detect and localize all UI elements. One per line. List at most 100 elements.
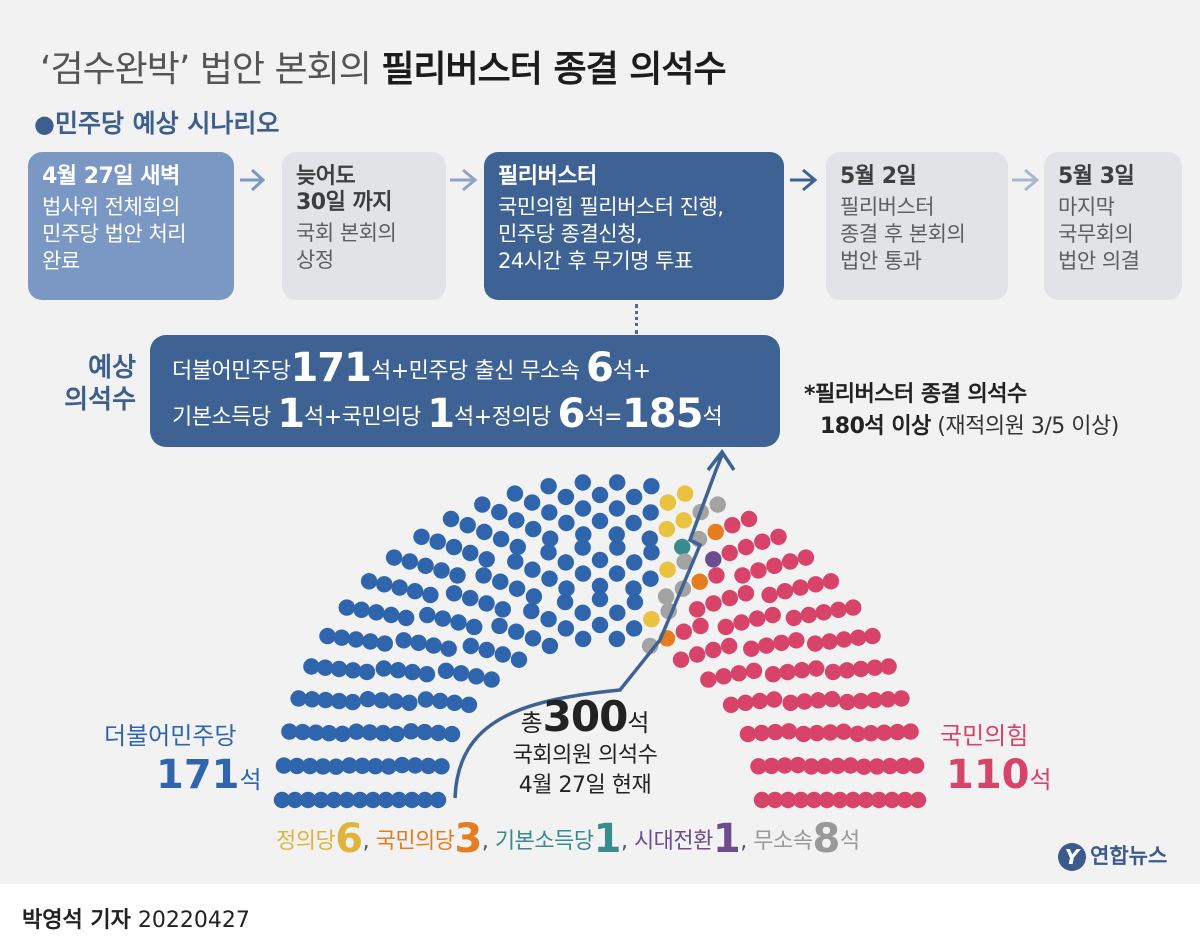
seat-dot: [558, 514, 575, 532]
seat-dot: [540, 478, 557, 495]
seat-dot: [376, 635, 393, 652]
seat-dot: [625, 620, 643, 637]
seat-dot: [894, 757, 912, 775]
seat-dot: [750, 758, 767, 775]
seat-dot: [839, 693, 856, 711]
seat-dot: [403, 791, 421, 809]
seat-dot: [417, 691, 435, 708]
eq-number: 1: [427, 391, 455, 437]
seat-dot: [765, 691, 783, 708]
seat-dot: [462, 544, 479, 562]
parliament-chart: [273, 449, 927, 809]
seat-dot: [659, 494, 677, 511]
seat-dot: [763, 757, 780, 775]
seat-dot: [700, 671, 717, 688]
seat-dot: [816, 758, 833, 775]
seat-dot: [433, 562, 450, 579]
seat-dot: [462, 637, 479, 655]
seat-dot: [460, 696, 478, 713]
seat-dot: [347, 631, 365, 648]
seat-dot: [800, 606, 817, 624]
seat-dot: [524, 561, 541, 578]
seat-dot: [625, 580, 642, 597]
dotted-connector: [635, 304, 638, 334]
seat-dot: [889, 723, 906, 741]
seat-dot: [805, 791, 823, 809]
seat-dot: [608, 565, 626, 582]
threshold-detail: 180석 이상 (재적의원 3/5 이상): [820, 408, 1119, 440]
seat-dot: [797, 549, 815, 566]
seat-dot: [492, 573, 509, 590]
seat-dot: [508, 512, 525, 529]
legend-sep: ,: [620, 829, 634, 854]
seat-dot: [574, 500, 592, 517]
seat-dot: [643, 611, 660, 628]
total-date: 4월 27일 현재: [518, 773, 652, 798]
seat-dot: [792, 791, 810, 809]
seat-dot: [574, 630, 592, 648]
eq-text: 기본소득당: [172, 405, 271, 430]
seat-number: 171: [156, 752, 240, 798]
seat-dot: [782, 694, 799, 711]
seat-number: 110: [946, 752, 1030, 798]
step-heading: 필리버스터: [498, 164, 597, 189]
step-body: 국회 본회의 상정: [296, 221, 397, 272]
seat-dot: [299, 791, 317, 809]
seat-dot: [609, 604, 626, 621]
threshold-note: *필리버스터 종결 의석수: [804, 382, 1027, 407]
seat-dot: [864, 627, 881, 645]
seat-dot: [393, 756, 411, 774]
seat-dot: [474, 496, 491, 513]
seat-dot: [523, 602, 540, 620]
seat-dot: [779, 791, 797, 809]
seat-dot: [773, 634, 790, 651]
legend-party: 시대전환: [633, 829, 713, 854]
seat-dot: [373, 692, 390, 709]
seat-dot: [815, 604, 832, 621]
seat-dot: [440, 640, 457, 657]
seat-dot: [591, 512, 609, 530]
seat-dot: [862, 725, 880, 742]
seat-dot: [410, 634, 427, 651]
seat-dot: [376, 576, 393, 593]
seat-dot: [758, 637, 775, 654]
seat-dot: [880, 658, 897, 675]
arrow-right-icon: [450, 168, 478, 192]
seat-dot: [807, 635, 824, 652]
estimate-line-2: 기본소득당 1석+국민의당 1석+정의당 6석=185석: [172, 391, 758, 437]
seat-dot: [810, 692, 827, 709]
seat-dot: [643, 478, 660, 495]
seat-dot: [591, 551, 609, 569]
seat-dot: [789, 756, 807, 774]
seat-dot: [351, 791, 369, 809]
seat-dot: [353, 601, 370, 618]
legend-party: 무소속: [753, 829, 813, 854]
seat-dot: [509, 538, 526, 556]
seat-dot: [327, 758, 345, 775]
seat-dot: [508, 623, 525, 640]
seat-dot: [443, 725, 461, 743]
seat-dot: [625, 514, 642, 532]
seat-dot: [743, 640, 760, 657]
seat-dot: [824, 663, 842, 681]
seat-dot: [779, 663, 796, 681]
eq-number: 6: [557, 391, 585, 437]
seat-dot: [776, 757, 793, 774]
seat-dot: [689, 646, 706, 663]
legend-party: 정의당: [276, 829, 336, 854]
seat-dot: [445, 585, 463, 602]
seat-dot: [724, 517, 741, 534]
seat-dot: [609, 539, 626, 556]
seat-dot: [721, 589, 738, 607]
step-body: 마지막 국무회의 법안 의결: [1058, 195, 1140, 273]
seat-dot: [303, 691, 321, 708]
seat-dot: [866, 659, 883, 676]
seat-dot: [591, 590, 609, 608]
seat-dot: [818, 791, 836, 809]
eq-number: 6: [586, 345, 614, 391]
seat-dot: [406, 583, 424, 600]
seat-dot: [478, 551, 495, 568]
seat-dot: [325, 791, 343, 809]
seat-dot: [459, 517, 476, 534]
seat-dot: [491, 617, 508, 635]
